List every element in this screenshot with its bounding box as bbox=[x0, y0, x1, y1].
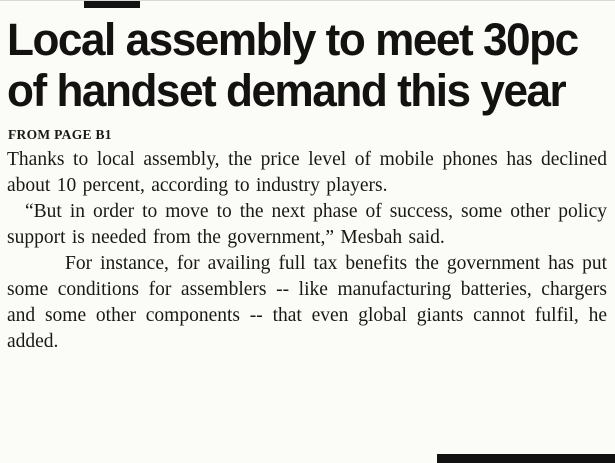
article-paragraph: For instance, for availing full tax bene… bbox=[7, 252, 607, 352]
headline-line-1: Local assembly to meet 30pc bbox=[7, 14, 579, 65]
article-headline: Local assembly to meet 30pc of handset d… bbox=[7, 14, 595, 117]
headline-line-2: of handset demand this year bbox=[7, 64, 567, 116]
article-paragraph: “But in order to move to the next phase … bbox=[7, 200, 607, 248]
article-paragraph: Thanks to local assembly, the price leve… bbox=[7, 148, 607, 196]
crop-artifact-bottom bbox=[437, 454, 615, 463]
continued-from-label: FROM PAGE B1 bbox=[8, 126, 112, 142]
crop-artifact-top bbox=[84, 1, 140, 8]
article-body: Thanks to local assembly, the price leve… bbox=[7, 147, 607, 355]
